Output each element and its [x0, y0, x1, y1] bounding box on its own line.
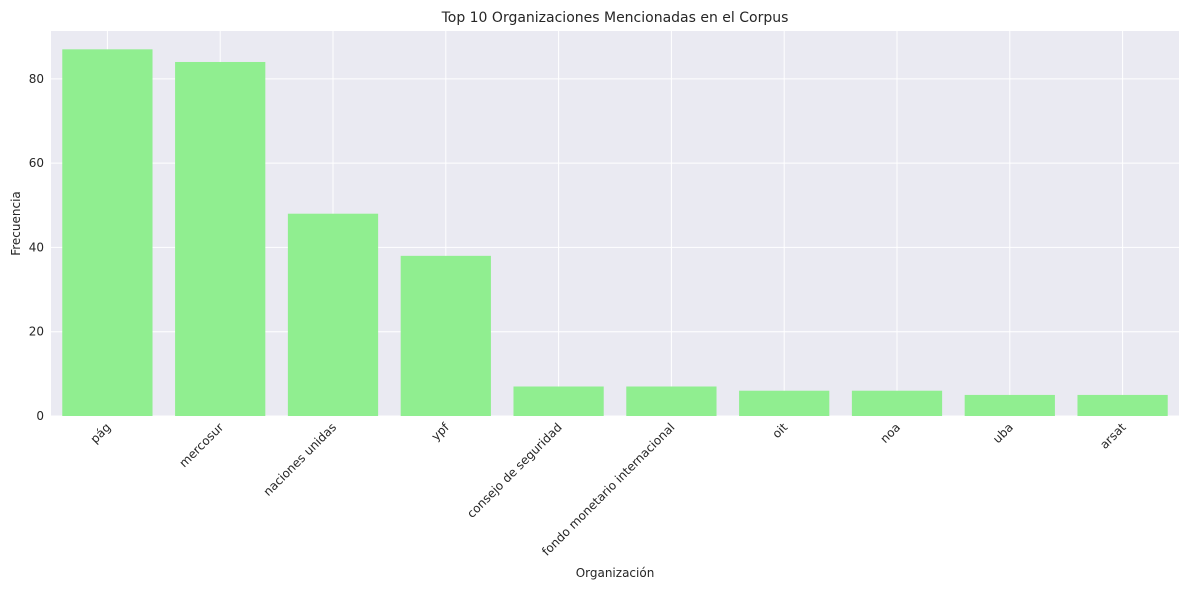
x-tick-label: naciones unidas — [261, 420, 340, 499]
bar-1 — [175, 61, 266, 416]
y-axis-label: Frecuencia — [9, 191, 23, 256]
x-tick-label: noa — [877, 420, 903, 446]
bar-8 — [964, 394, 1055, 416]
y-tick-label: 60 — [29, 156, 44, 170]
x-tick-label: oit — [770, 420, 791, 441]
bars — [62, 49, 1168, 416]
chart-title: Top 10 Organizaciones Mencionadas en el … — [441, 10, 789, 26]
x-tick-label: pág — [88, 420, 114, 446]
x-tick-label: fondo monetario internacional — [539, 420, 677, 558]
x-tick-label: mercosur — [176, 420, 226, 470]
bar-6 — [739, 390, 830, 416]
bar-2 — [287, 213, 379, 416]
bar-7 — [851, 390, 943, 416]
x-tick-label: ypf — [429, 420, 453, 444]
y-tick-label: 0 — [36, 409, 44, 423]
y-tick-label: 40 — [29, 240, 44, 254]
bar-4 — [513, 386, 604, 416]
y-tick-label: 20 — [29, 325, 44, 339]
x-tick-label: consejo de seguridad — [464, 420, 565, 521]
bar-0 — [62, 49, 153, 416]
x-axis-label: Organización — [576, 566, 655, 580]
y-tick-label: 80 — [29, 72, 44, 86]
bar-9 — [1077, 394, 1168, 416]
x-axis-ticks: pág mercosur naciones unidas ypf consejo de … — [88, 420, 1129, 559]
bar-3 — [400, 255, 491, 416]
y-axis-ticks: 0 20 40 60 80 — [29, 72, 44, 423]
x-tick-label: uba — [990, 420, 1016, 446]
bar-5 — [626, 386, 717, 416]
x-tick-label: arsat — [1097, 420, 1129, 452]
